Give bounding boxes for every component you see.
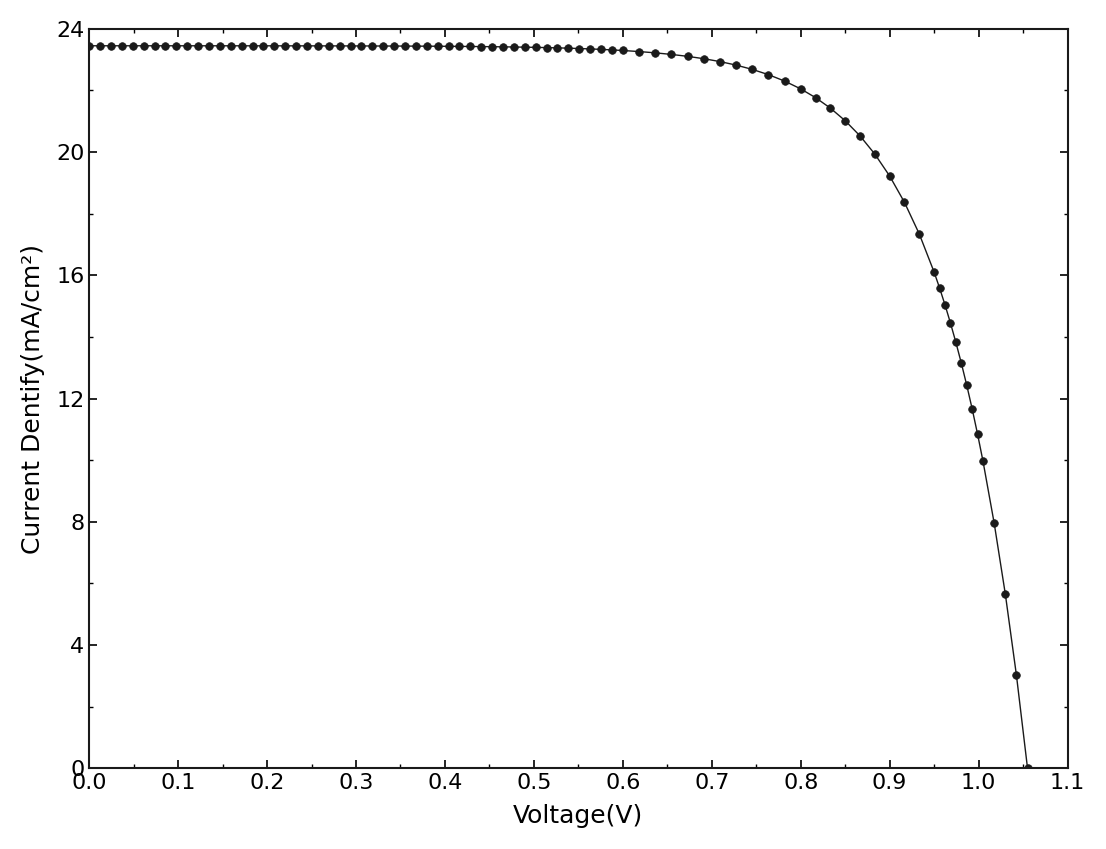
Y-axis label: Current Dentify(mA/cm²): Current Dentify(mA/cm²) (21, 244, 45, 554)
X-axis label: Voltage(V): Voltage(V) (513, 804, 644, 828)
